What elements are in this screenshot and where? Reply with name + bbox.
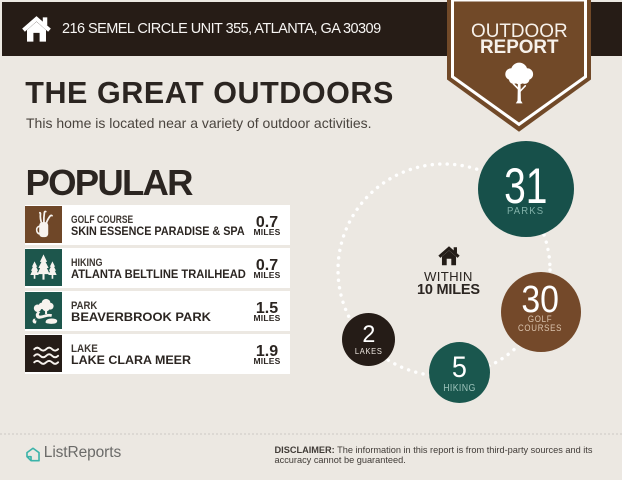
svg-text:OUTDOOR: OUTDOOR <box>471 20 568 42</box>
svg-text:REPORT: REPORT <box>480 36 559 58</box>
